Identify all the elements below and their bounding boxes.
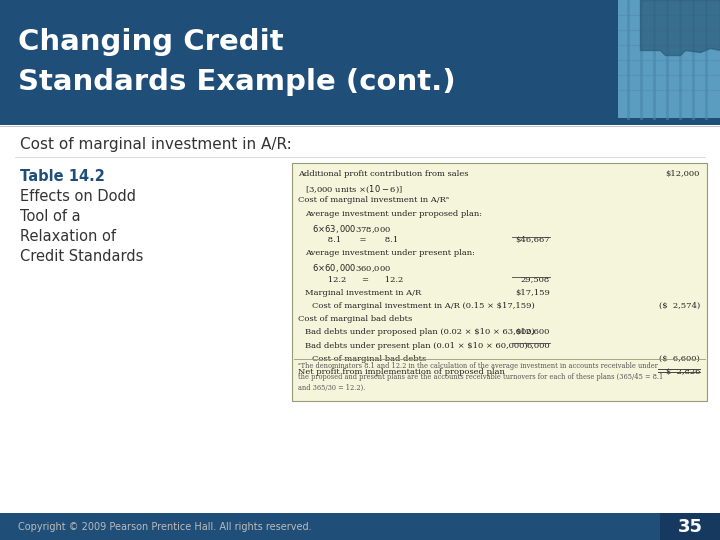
Text: Bad debts under proposed plan (0.02 × $10 × 63,000): Bad debts under proposed plan (0.02 × $1… [305,328,535,336]
Text: $6 × 60,000   $360,000: $6 × 60,000 $360,000 [312,262,392,274]
Text: Average investment under proposed plan:: Average investment under proposed plan: [305,210,482,218]
Text: Bad debts under present plan (0.01 × $10 × 60,000): Bad debts under present plan (0.01 × $10… [305,342,528,349]
Text: 35: 35 [678,517,703,536]
Bar [0,513,720,540]
Text: $  2,826: $ 2,826 [665,368,700,376]
Text: $12,600: $12,600 [516,328,550,336]
Text: Cost of marginal investment in A/R (0.15 × $17,159): Cost of marginal investment in A/R (0.15… [312,302,535,310]
Text: $46,667: $46,667 [516,236,550,244]
Text: Average investment under present plan:: Average investment under present plan: [305,249,475,257]
Text: Tool of a: Tool of a [20,209,81,224]
Text: Additional profit contribution from sales: Additional profit contribution from sale… [298,170,469,178]
Bar [618,0,720,118]
Text: Cost of marginal bad debts: Cost of marginal bad debts [298,315,413,323]
Text: Marginal investment in A/R: Marginal investment in A/R [305,289,421,297]
Text: Effects on Dodd: Effects on Dodd [20,189,136,204]
Bar [660,513,720,540]
Text: ($  6,600): ($ 6,600) [660,355,700,363]
Text: Cost of marginal investment in A/Rᵃ: Cost of marginal investment in A/Rᵃ [298,197,449,205]
Text: Relaxation of: Relaxation of [20,229,116,244]
Text: Table 14.2: Table 14.2 [20,169,105,184]
Text: $12,000: $12,000 [665,170,700,178]
Bar [0,0,618,118]
Text: 29,508: 29,508 [521,275,550,284]
Text: Net profit from implementation of proposed plan: Net profit from implementation of propos… [298,368,505,376]
Text: Cost of marginal investment in A/R:: Cost of marginal investment in A/R: [20,137,292,152]
Text: ($  2,574): ($ 2,574) [659,302,700,310]
Text: 12.2      =      12.2: 12.2 = 12.2 [312,275,403,284]
Text: Cost of marginal bad debts: Cost of marginal bad debts [312,355,426,363]
Text: Changing Credit: Changing Credit [18,28,284,56]
Text: Credit Standards: Credit Standards [20,249,143,264]
Text: $6 × 63,000   $378,000: $6 × 63,000 $378,000 [312,223,392,235]
Bar [292,163,707,401]
Text: 8.1       =       8.1: 8.1 = 8.1 [312,236,398,244]
Text: $17,159: $17,159 [515,289,550,297]
Text: [3,000 units ×($10 − $6)]: [3,000 units ×($10 − $6)] [305,183,403,194]
Text: ᵃThe denominators 8.1 and 12.2 in the calculation of the average investment in a: ᵃThe denominators 8.1 and 12.2 in the ca… [298,362,663,392]
Bar [0,118,720,125]
Text: 6,000: 6,000 [526,342,550,349]
Text: Standards Example (cont.): Standards Example (cont.) [18,68,456,96]
Text: Copyright © 2009 Pearson Prentice Hall. All rights reserved.: Copyright © 2009 Pearson Prentice Hall. … [18,522,312,531]
